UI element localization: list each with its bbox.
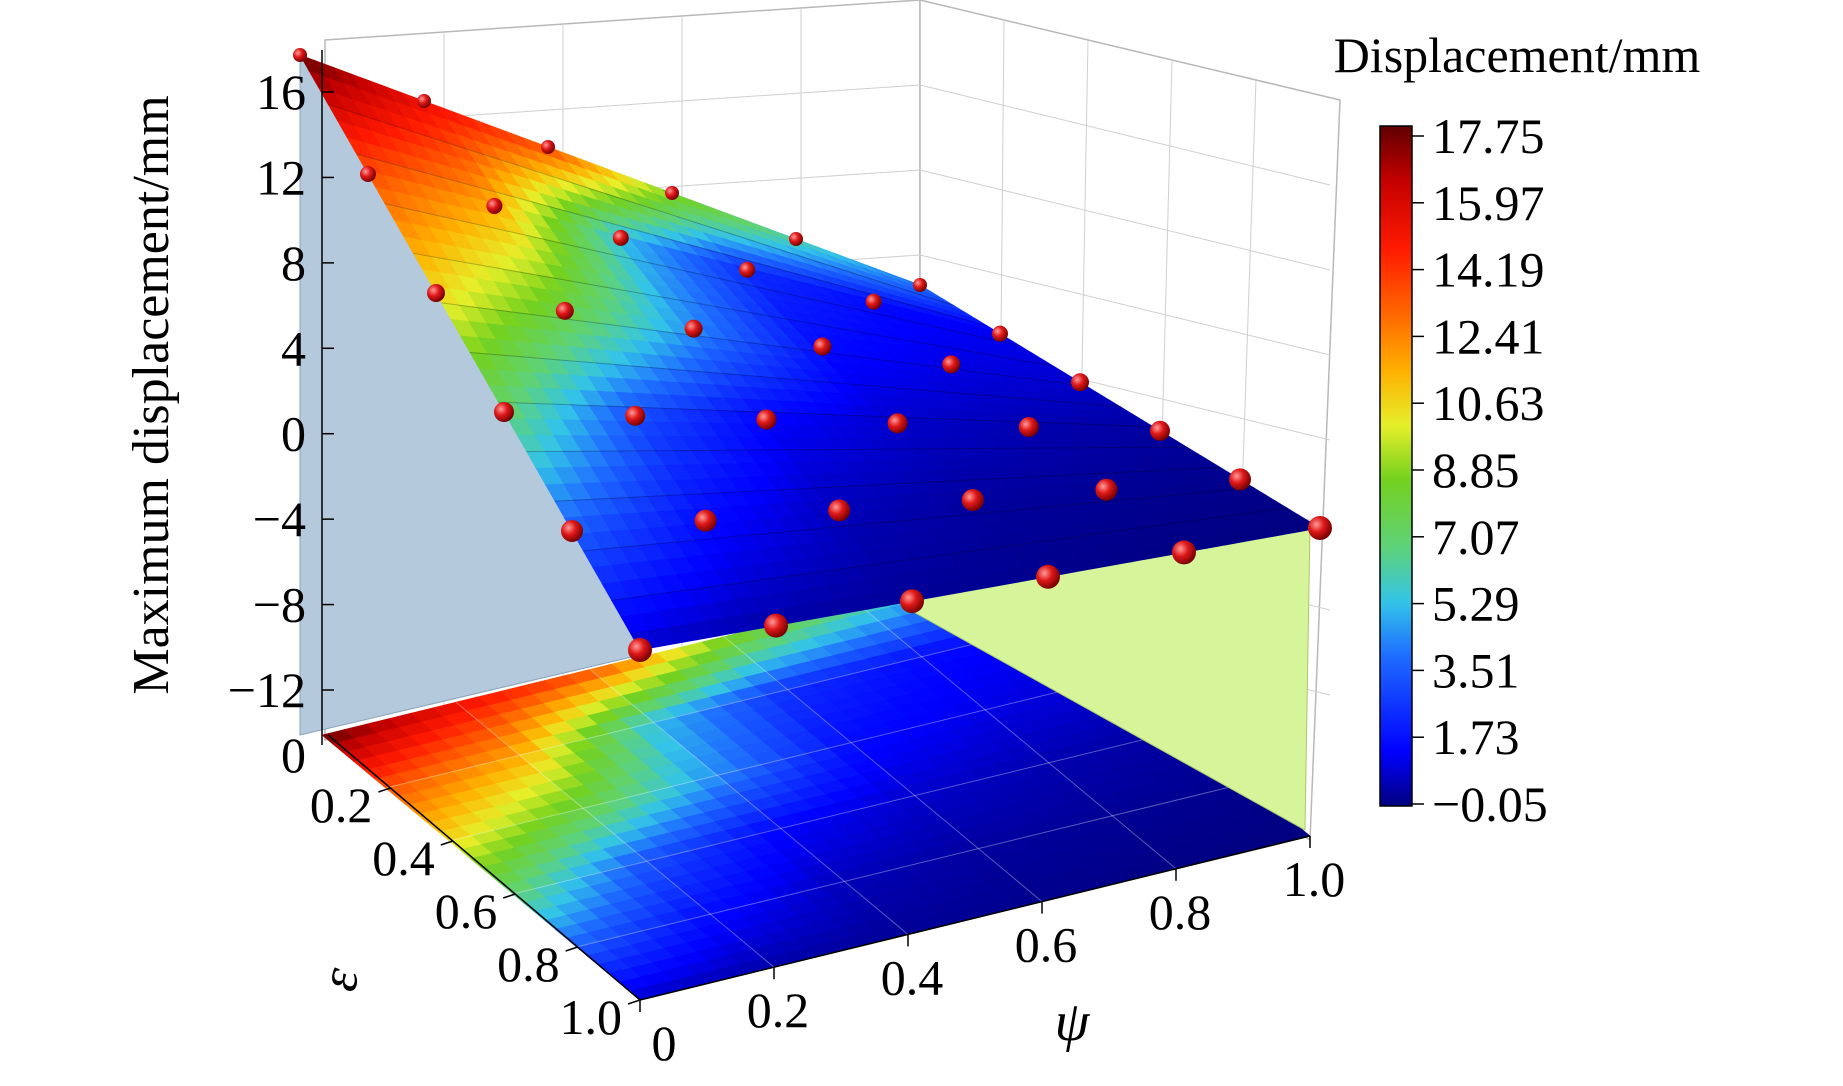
data-point [1036, 564, 1060, 589]
data-point [1172, 540, 1196, 565]
data-point [887, 413, 908, 434]
data-point [756, 409, 777, 430]
psi-tick-label: 1.0 [1283, 851, 1346, 907]
psi-tick-label: 0.4 [881, 949, 944, 1005]
z-axis: 16 12 8 4 0 −4 −8 −12 0 [228, 50, 334, 783]
z-tick-label: −12 [228, 662, 306, 718]
data-point [865, 293, 882, 310]
colorbar-tick-label: 12.41 [1432, 308, 1545, 364]
colorbar-tick-label: 1.73 [1432, 709, 1520, 765]
colorbar-tick-label: 8.85 [1432, 442, 1520, 498]
colorbar-tick-label: 17.75 [1432, 108, 1545, 164]
data-point [739, 261, 756, 278]
z-tick-label: 4 [281, 320, 306, 376]
psi-tick-label: 0 [652, 1015, 677, 1071]
epsilon-axis-title: ε [307, 962, 370, 996]
epsilon-tick-label: 1.0 [560, 989, 623, 1045]
data-point [541, 140, 555, 154]
data-point [1229, 468, 1251, 491]
data-point [360, 166, 376, 182]
data-point [293, 48, 307, 62]
epsilon-tick-label: 0.6 [435, 883, 498, 939]
data-point [555, 301, 574, 320]
data-point [427, 284, 445, 302]
colorbar-tick-label: 10.63 [1432, 375, 1545, 431]
epsilon-tick-label: 0.4 [372, 830, 435, 886]
data-point [828, 499, 851, 522]
displacement-surface [299, 54, 1321, 651]
colorbar-tick-label: 3.51 [1432, 642, 1520, 698]
data-point [684, 319, 703, 338]
data-point [1308, 516, 1332, 540]
data-point [789, 232, 803, 246]
psi-axis: 0 0.2 0.4 0.6 0.8 1.0 [639, 835, 1346, 1071]
data-point [665, 186, 679, 200]
colorbar-ticks: 17.75 15.97 14.19 12.41 10.63 8.85 7.07 5.29 3.5… [1412, 108, 1548, 832]
data-point [992, 325, 1008, 342]
z-tick-label: 8 [281, 235, 306, 291]
data-point [694, 509, 717, 532]
z-tick-label: 16 [256, 64, 306, 120]
colorbar-tick-label: −0.05 [1432, 776, 1548, 832]
data-point [417, 94, 431, 108]
data-point [942, 355, 961, 374]
epsilon-tick-label: 0.8 [497, 936, 560, 992]
colorbar: Displacement/mm 17.75 15.97 14.19 12.41 10.6… [1334, 27, 1701, 832]
data-point [1071, 373, 1089, 392]
data-point [628, 638, 652, 662]
data-point [764, 613, 788, 638]
z-tick-label: 0 [281, 727, 306, 783]
data-points [293, 48, 1332, 662]
psi-tick-label: 0.6 [1015, 917, 1078, 973]
data-point [900, 589, 924, 614]
z-tick-label: 0 [281, 406, 306, 462]
epsilon-axis: 0.20.40.60.81.0 [310, 734, 641, 1045]
colorbar-tick-label: 7.07 [1432, 509, 1520, 565]
data-point [1018, 417, 1039, 438]
data-point [913, 278, 927, 292]
data-point [494, 402, 514, 422]
data-point [813, 337, 832, 356]
colorbar-gradient [1379, 125, 1413, 807]
epsilon-tick-label: 0.2 [310, 777, 373, 833]
z-tick-label: −8 [253, 577, 306, 633]
data-point [961, 489, 984, 512]
colorbar-tick-label: 14.19 [1432, 242, 1545, 298]
z-tick-label: 12 [256, 149, 306, 205]
data-point [625, 405, 646, 426]
psi-axis-title: ψ [1055, 991, 1091, 1053]
colorbar-tick-label: 15.97 [1432, 175, 1545, 231]
z-tick-label: −4 [253, 491, 306, 547]
colorbar-tick-label: 5.29 [1432, 576, 1520, 632]
psi-tick-label: 0.2 [747, 982, 810, 1038]
data-point [486, 197, 503, 214]
colorbar-title: Displacement/mm [1334, 27, 1701, 83]
psi-tick-label: 0.8 [1149, 884, 1212, 940]
data-point [612, 229, 629, 246]
data-point [561, 520, 583, 542]
data-point [1095, 478, 1118, 501]
z-axis-title: Maximum displacement/mm [123, 95, 180, 694]
data-point [1150, 420, 1170, 441]
